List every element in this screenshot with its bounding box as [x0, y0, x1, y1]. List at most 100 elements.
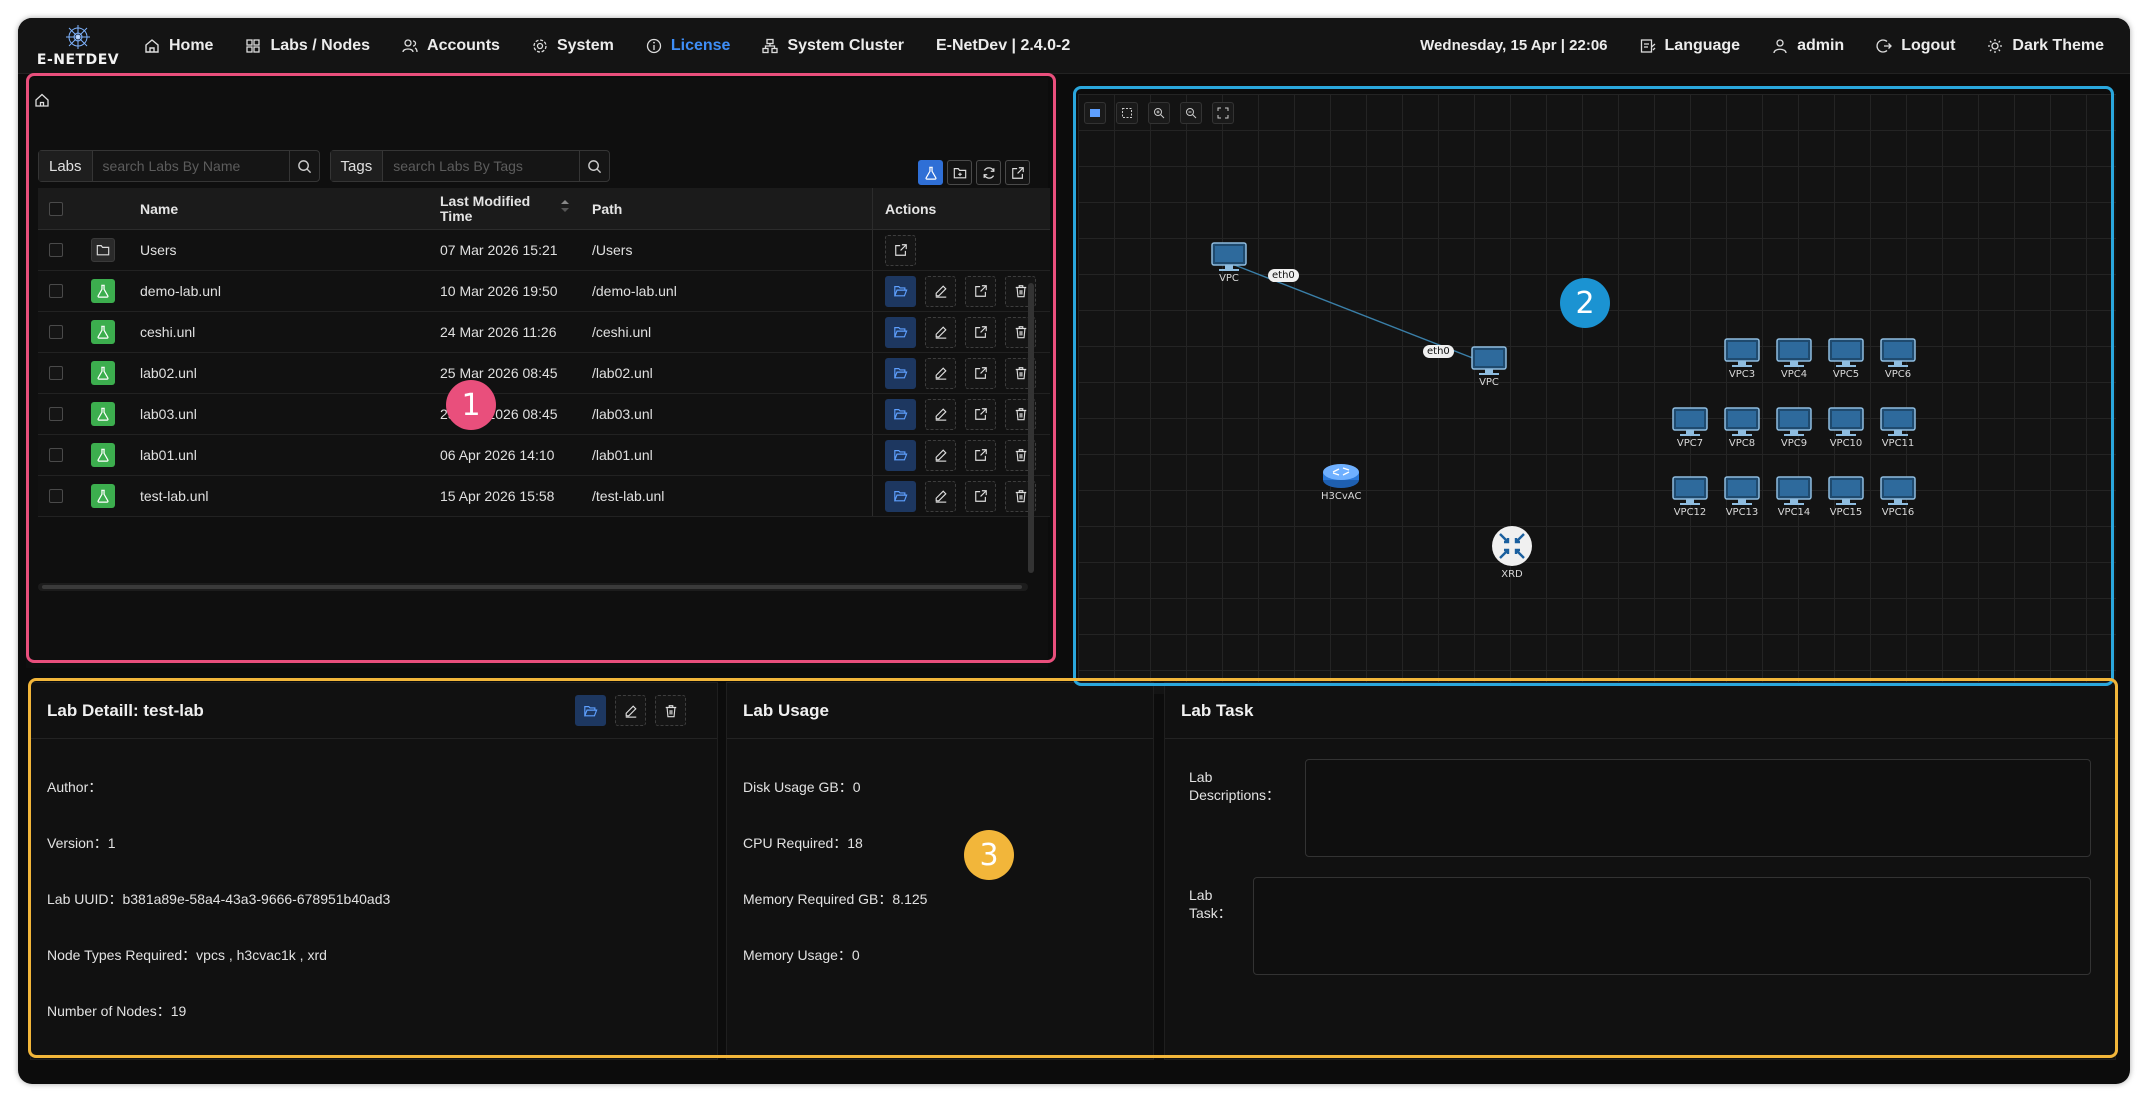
flask-icon	[91, 402, 115, 426]
nav-system[interactable]: System	[516, 18, 630, 73]
vpc-node[interactable]: VPC13	[1723, 476, 1761, 518]
export-button[interactable]	[965, 316, 996, 348]
vpc-node[interactable]: VPC12	[1671, 476, 1709, 518]
vpc-node[interactable]: VPC	[1210, 242, 1248, 284]
descriptions-textarea[interactable]	[1305, 759, 2091, 857]
row-name[interactable]: demo-lab.unl	[140, 283, 221, 299]
vpc-node[interactable]: VPC15	[1827, 476, 1865, 518]
fullscreen-button[interactable]	[1212, 102, 1234, 124]
row-name[interactable]: test-lab.unl	[140, 488, 209, 504]
nav-labs-nodes[interactable]: Labs / Nodes	[229, 18, 386, 73]
table-row[interactable]: test-lab.unl 15 Apr 2026 15:58 /test-lab…	[38, 476, 1050, 517]
table-row[interactable]: demo-lab.unl 10 Mar 2026 19:50 /demo-lab…	[38, 271, 1050, 312]
vertical-scrollbar[interactable]	[1028, 283, 1034, 573]
export-button[interactable]	[965, 398, 996, 430]
vpc-node[interactable]: VPC4	[1775, 338, 1813, 380]
vpc-node[interactable]: VPC10	[1827, 407, 1865, 449]
col-time[interactable]: Last Modified Time	[432, 193, 582, 224]
new-lab-button[interactable]	[918, 160, 943, 185]
export-button[interactable]	[965, 357, 996, 389]
export-button[interactable]	[965, 480, 996, 512]
edit-button[interactable]	[925, 275, 956, 307]
author-label: Author：	[47, 779, 103, 795]
tags-search-input[interactable]	[383, 151, 580, 181]
zoom-in-button[interactable]	[1148, 102, 1170, 124]
user-menu[interactable]: admin	[1756, 18, 1860, 73]
edit-button[interactable]	[615, 695, 646, 726]
topology-canvas[interactable]: VPC eth0 eth0 VPC H3CvAC XRD VPC3 VPC4 V…	[1078, 94, 2116, 694]
vpc-node[interactable]: VPC6	[1879, 338, 1917, 380]
col-name[interactable]: Name	[140, 200, 179, 217]
flask-icon	[91, 320, 115, 344]
edit-button[interactable]	[925, 398, 956, 430]
open-lab-button[interactable]	[885, 439, 916, 471]
nav-license[interactable]: License	[630, 18, 747, 73]
open-lab-button[interactable]	[885, 398, 916, 430]
vpc-node[interactable]: VPC	[1470, 346, 1508, 388]
edit-button[interactable]	[925, 480, 956, 512]
table-row[interactable]: lab01.unl 06 Apr 2026 14:10 /lab01.unl	[38, 435, 1050, 476]
breadcrumb-home[interactable]	[34, 92, 50, 113]
row-checkbox[interactable]	[49, 489, 63, 503]
vpc-node[interactable]: VPC16	[1879, 476, 1917, 518]
tags-search-button[interactable]	[579, 151, 609, 181]
vpc-node[interactable]: VPC3	[1723, 338, 1761, 380]
h3c-router-node[interactable]: H3CvAC	[1321, 460, 1361, 502]
open-lab-button[interactable]	[885, 275, 916, 307]
trash-icon	[1015, 408, 1026, 421]
theme-toggle[interactable]: Dark Theme	[1971, 18, 2120, 73]
row-checkbox[interactable]	[49, 448, 63, 462]
open-lab-button[interactable]	[885, 316, 916, 348]
nav-accounts[interactable]: Accounts	[386, 18, 516, 73]
vpc-node[interactable]: VPC11	[1879, 407, 1917, 449]
language-button[interactable]: Language	[1624, 18, 1757, 73]
fit-view-button[interactable]	[1084, 102, 1106, 124]
vpc-node[interactable]: VPC9	[1775, 407, 1813, 449]
row-name[interactable]: lab02.unl	[140, 365, 197, 381]
export-button[interactable]	[965, 275, 996, 307]
delete-button[interactable]	[655, 695, 686, 726]
row-name[interactable]: lab01.unl	[140, 447, 197, 463]
refresh-button[interactable]	[976, 160, 1001, 185]
labs-search-button[interactable]	[288, 151, 319, 181]
labs-search-input[interactable]	[92, 151, 289, 181]
task-textarea[interactable]	[1253, 877, 2091, 975]
vpc-node[interactable]: VPC14	[1775, 476, 1813, 518]
horizontal-scrollbar[interactable]	[38, 583, 1028, 591]
vpc-monitor-icon	[1672, 407, 1708, 436]
new-folder-button[interactable]	[947, 160, 972, 185]
open-lab-button[interactable]	[885, 357, 916, 389]
select-all-checkbox[interactable]	[49, 201, 63, 216]
xrd-router-node[interactable]: XRD	[1490, 524, 1534, 580]
table-row[interactable]: lab03.unl 25 Mar 2026 08:45 /lab03.unl	[38, 394, 1050, 435]
table-row[interactable]: Users 07 Mar 2026 15:21 /Users	[38, 230, 1050, 271]
zoom-out-button[interactable]	[1180, 102, 1202, 124]
edit-button[interactable]	[925, 316, 956, 348]
row-path: /ceshi.unl	[592, 324, 652, 340]
export-button[interactable]	[965, 439, 996, 471]
row-checkbox[interactable]	[49, 366, 63, 380]
row-name[interactable]: ceshi.unl	[140, 324, 196, 340]
row-name[interactable]: Users	[140, 242, 177, 258]
open-button[interactable]	[885, 234, 916, 266]
nav-system-cluster[interactable]: System Cluster	[746, 18, 920, 73]
edit-button[interactable]	[925, 439, 956, 471]
nav-home[interactable]: Home	[128, 18, 229, 73]
table-row[interactable]: ceshi.unl 24 Mar 2026 11:26 /ceshi.unl	[38, 312, 1050, 353]
edit-button[interactable]	[925, 357, 956, 389]
vpc-node[interactable]: VPC5	[1827, 338, 1865, 380]
vpc-node[interactable]: VPC8	[1723, 407, 1761, 449]
open-lab-button[interactable]	[575, 695, 606, 726]
import-button[interactable]	[1005, 160, 1030, 185]
table-row[interactable]: lab02.unl 25 Mar 2026 08:45 /lab02.unl	[38, 353, 1050, 394]
select-area-button[interactable]	[1116, 102, 1138, 124]
app-logo[interactable]: E-NETDEV	[28, 18, 128, 74]
row-name[interactable]: lab03.unl	[140, 406, 197, 422]
vpc-node[interactable]: VPC7	[1671, 407, 1709, 449]
logout-button[interactable]: Logout	[1860, 18, 1971, 73]
row-checkbox[interactable]	[49, 407, 63, 421]
open-lab-button[interactable]	[885, 480, 916, 512]
row-checkbox[interactable]	[49, 325, 63, 339]
row-checkbox[interactable]	[49, 243, 63, 257]
row-checkbox[interactable]	[49, 284, 63, 298]
